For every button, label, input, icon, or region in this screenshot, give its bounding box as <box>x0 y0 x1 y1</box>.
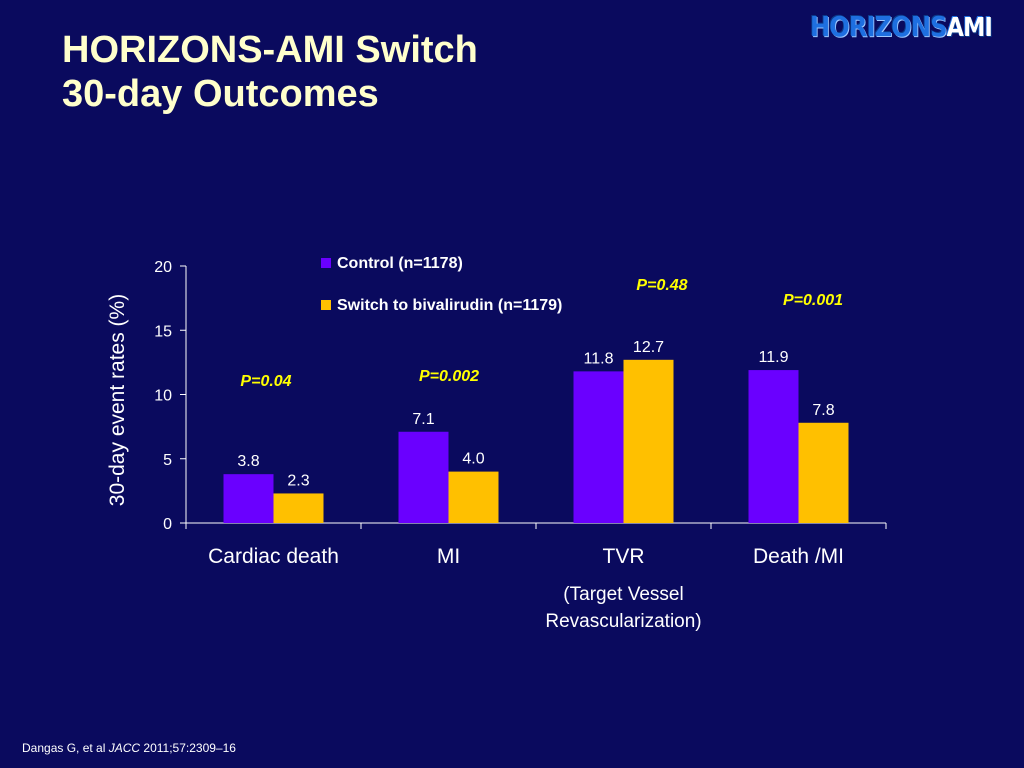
bar-data-label: 7.1 <box>412 411 434 428</box>
legend-label: Control (n=1178) <box>337 255 463 272</box>
legend-swatch-control <box>321 258 331 268</box>
x-category-label: TVR <box>603 545 645 568</box>
bar-switch <box>273 493 324 523</box>
x-category-label: Death /MI <box>753 545 844 568</box>
citation: Dangas G, et al JACC 2011;57:2309–16 <box>22 741 236 755</box>
title-line-1: HORIZONS-AMI Switch <box>62 29 478 71</box>
citation-suffix: 2011;57:2309–16 <box>140 741 236 755</box>
horizons-ami-logo: HORIZONSAMI <box>810 10 993 43</box>
logo-text-suffix: AMI <box>946 13 993 43</box>
bar-control <box>573 371 624 523</box>
p-value-label: P=0.48 <box>636 277 687 294</box>
x-category-sublabel: (Target Vessel <box>563 584 683 605</box>
bar-data-label: 7.8 <box>812 402 834 419</box>
bar-control <box>748 370 799 523</box>
y-tick-label: 15 <box>154 323 172 340</box>
bar-data-label: 12.7 <box>633 339 664 356</box>
citation-prefix: Dangas G, et al <box>22 741 109 755</box>
bar-switch <box>448 471 499 523</box>
legend-label: Switch to bivalirudin (n=1179) <box>337 297 562 314</box>
x-category-sublabel: Revascularization) <box>545 611 701 632</box>
bar-data-label: 3.8 <box>237 453 259 470</box>
p-value-label: P=0.04 <box>240 373 291 390</box>
bar-control <box>223 474 274 523</box>
p-value-label: P=0.001 <box>783 292 843 309</box>
bar-data-label: 2.3 <box>287 472 309 489</box>
logo-text-main: HORIZONS <box>810 10 948 43</box>
bar-data-label: 11.9 <box>759 349 789 366</box>
y-tick-label: 0 <box>163 516 172 533</box>
bar-control <box>398 431 449 523</box>
slide-title: HORIZONS-AMI Switch 30-day Outcomes <box>62 28 478 116</box>
y-axis-label: 30-day event rates (%) <box>106 294 129 506</box>
x-category-label: MI <box>437 545 460 568</box>
bar-data-label: 4.0 <box>462 451 484 468</box>
p-value-label: P=0.002 <box>419 368 479 385</box>
bar-data-label: 11.8 <box>584 350 614 367</box>
bar-switch <box>798 422 849 523</box>
title-line-2: 30-day Outcomes <box>62 73 379 115</box>
y-tick-label: 5 <box>163 452 172 469</box>
citation-journal: JACC <box>108 741 141 755</box>
x-category-label: Cardiac death <box>208 545 339 568</box>
legend-swatch-switch <box>321 300 331 310</box>
bar-switch <box>623 359 674 523</box>
y-tick-label: 10 <box>154 388 172 405</box>
y-tick-label: 20 <box>154 259 172 276</box>
